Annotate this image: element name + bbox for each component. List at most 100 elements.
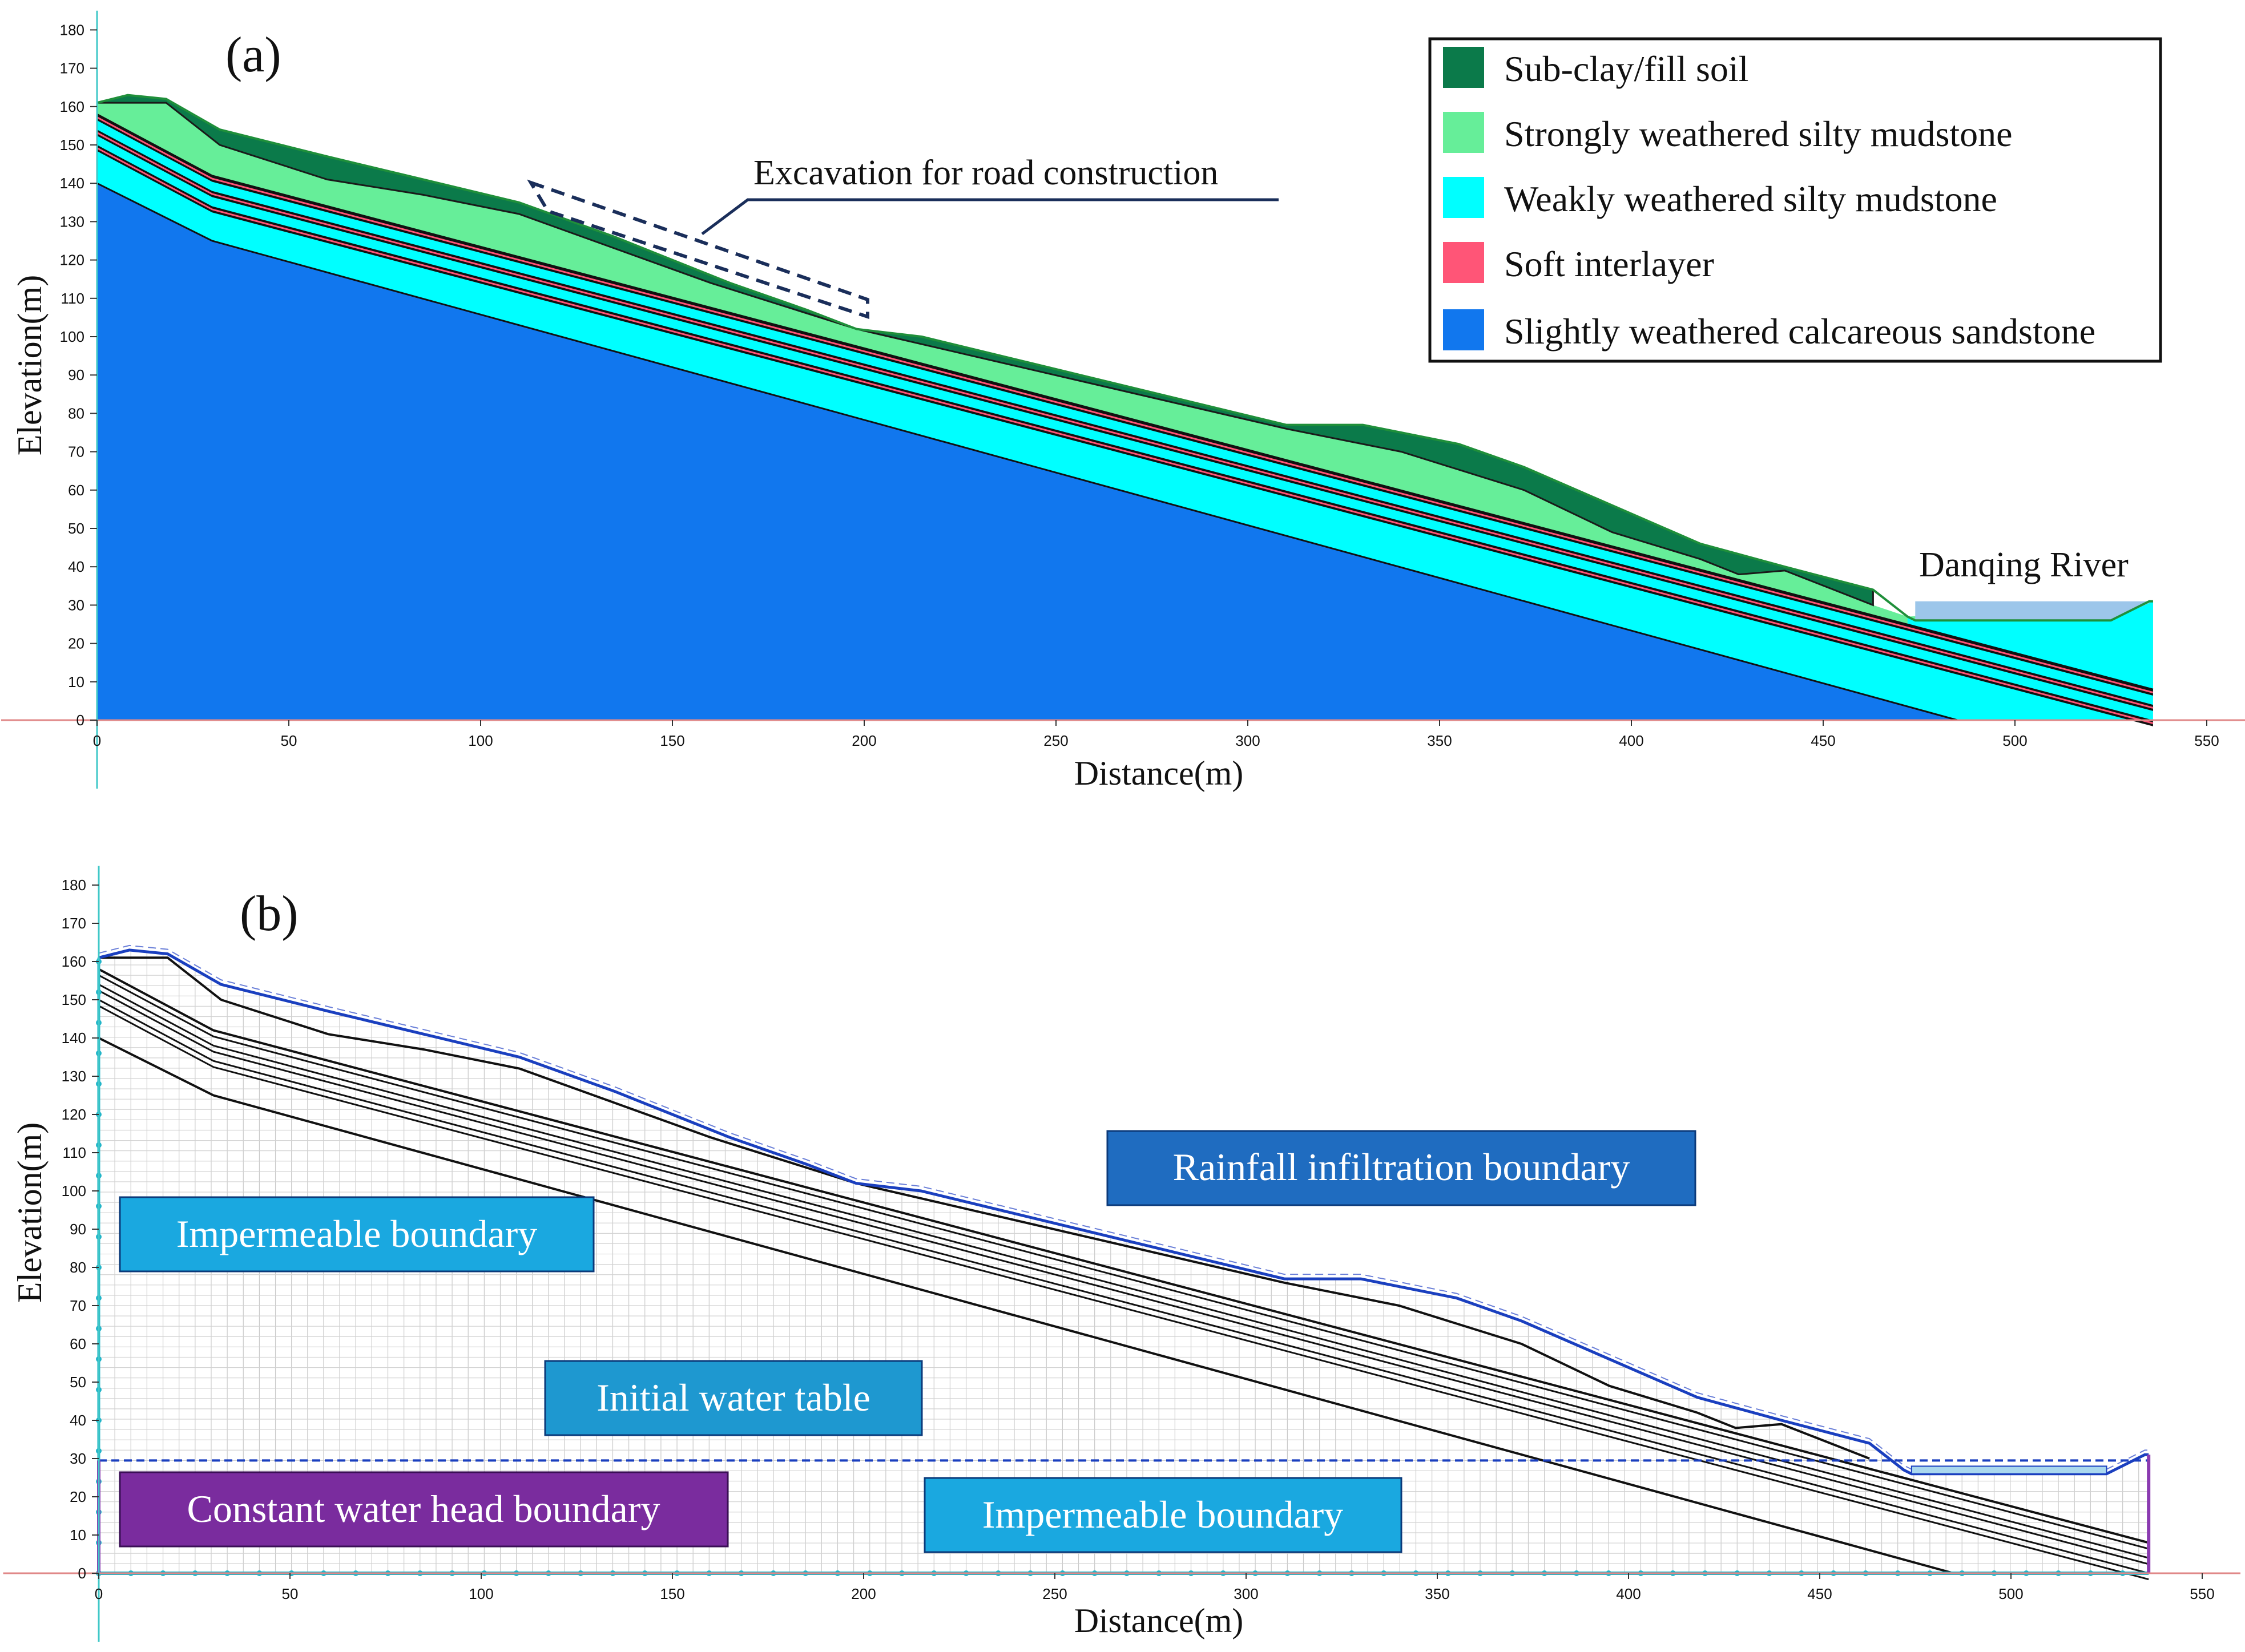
interlayer-core-0 bbox=[96, 116, 2154, 694]
rainfall-boundary-line bbox=[98, 948, 2149, 1476]
legend-swatch-sandstone bbox=[1443, 309, 1484, 350]
impermeable-bottom-text: Impermeable boundary bbox=[982, 1493, 1344, 1536]
panel-b-label: (b) bbox=[240, 886, 299, 942]
layer-strongly-weathered bbox=[97, 103, 2153, 690]
layer-sandstone bbox=[97, 183, 1958, 720]
impermeable-left-label: Impermeable boundary bbox=[119, 1196, 595, 1273]
panel-a-xtick-label: 400 bbox=[1619, 732, 1643, 749]
constant-head-box bbox=[119, 1471, 729, 1548]
panel-a-ytick-label: 0 bbox=[76, 712, 84, 729]
excavation-leader-line bbox=[701, 198, 1279, 235]
legend-box bbox=[1428, 37, 2162, 363]
legend: Sub-clay/fill soil Strongly weathered si… bbox=[1428, 37, 2162, 363]
river-label: Danqing River bbox=[1919, 546, 2129, 584]
panel-b-ytick-label: 170 bbox=[62, 915, 86, 932]
strong-base-line bbox=[96, 113, 2154, 690]
rainfall-boundary-label: Rainfall infiltration boundary bbox=[1106, 1130, 1696, 1206]
panel-a-axes: 0 50 100 150 200 250 300 350 400 450 500 550 0 10 20 30… bbox=[1, 10, 2245, 789]
panel-a-xtick-label: 100 bbox=[468, 732, 493, 749]
panel-b-ytick-label: 60 bbox=[70, 1335, 86, 1352]
panel-a-ytick-label: 60 bbox=[68, 482, 84, 499]
panel-b-xtick-label: 450 bbox=[1807, 1585, 1832, 1602]
panel-b-xtick-label: 300 bbox=[1234, 1585, 1258, 1602]
panel-b-xtick-label: 0 bbox=[95, 1585, 103, 1602]
panel-a-xtick-label: 0 bbox=[93, 732, 101, 749]
impermeable-left-text: Impermeable boundary bbox=[176, 1212, 538, 1255]
rainfall-boundary-box bbox=[1106, 1130, 1696, 1206]
panel-b-xtick-label: 150 bbox=[660, 1585, 684, 1602]
panel-b-ytick-label: 70 bbox=[70, 1297, 86, 1314]
boundary-interlayer-2-1 bbox=[98, 1005, 2149, 1581]
river-bed-rock bbox=[1907, 601, 2153, 690]
panel-b-ytick-label: 110 bbox=[63, 1144, 86, 1161]
panel-b-xtick-label: 550 bbox=[2190, 1585, 2214, 1602]
panel-a-ytick-label: 160 bbox=[60, 98, 84, 115]
panel-b-xtick-label: 50 bbox=[282, 1585, 299, 1602]
layer-weakly-weathered bbox=[97, 114, 2153, 721]
panel-a-ytick-label: 50 bbox=[68, 520, 84, 537]
panel-a-xtick-label: 150 bbox=[660, 732, 684, 749]
panel-b-ytick-label: 0 bbox=[78, 1565, 86, 1582]
panel-b-ytick-label: 10 bbox=[70, 1526, 86, 1544]
legend-label-strongly-weathered: Strongly weathered silty mudstone bbox=[1504, 114, 2013, 154]
river-water bbox=[1915, 601, 2153, 621]
boundary-sandstone-top bbox=[98, 1037, 1954, 1574]
legend-label-weakly-weathered: Weakly weathered silty mudstone bbox=[1504, 179, 1997, 219]
panel-a-ytick-label: 40 bbox=[68, 558, 84, 575]
panel-a-ytick-label: 110 bbox=[61, 290, 84, 307]
panel-a-xlabel: Distance(m) bbox=[1074, 754, 1244, 792]
excavation-annotation: Excavation for road construction bbox=[753, 154, 1218, 192]
panel-b-xtick-label: 250 bbox=[1042, 1585, 1067, 1602]
panel-b-ylabel: Elevation(m) bbox=[11, 1122, 49, 1303]
panel-a-xtick-label: 200 bbox=[852, 732, 876, 749]
panel-a-label: (a) bbox=[225, 27, 281, 83]
panel-b-ytick-label: 90 bbox=[70, 1221, 86, 1238]
panel-a-ytick-label: 170 bbox=[60, 60, 84, 77]
panel-b-ytick-label: 160 bbox=[62, 953, 86, 970]
boundary-interlayer-2-0 bbox=[98, 999, 2149, 1574]
panel-a: 0 50 100 150 200 250 300 350 400 450 500 550 0 10 20 30… bbox=[1, 10, 2245, 792]
panel-a-ytick-label: 180 bbox=[60, 21, 84, 38]
impermeable-bottom-box bbox=[924, 1477, 1402, 1553]
panel-a-xtick-label: 450 bbox=[1811, 732, 1835, 749]
boundary-interlayer-1-0 bbox=[98, 983, 2149, 1559]
panel-b-ytick-label: 30 bbox=[70, 1450, 86, 1467]
water-table-label: Initial water table bbox=[544, 1360, 923, 1436]
panel-b-ytick-label: 20 bbox=[70, 1488, 86, 1505]
panel-a-xtick-label: 500 bbox=[2002, 732, 2027, 749]
panel-b-ytick-label: 120 bbox=[62, 1106, 86, 1123]
panel-a-ytick-label: 120 bbox=[60, 252, 84, 269]
boundary-interlayer-0-0 bbox=[98, 968, 2149, 1544]
legend-swatch-weakly-weathered bbox=[1443, 177, 1484, 218]
panel-a-xtick-label: 250 bbox=[1043, 732, 1068, 749]
panel-a-ytick-label: 80 bbox=[68, 405, 84, 422]
excavation-outline bbox=[527, 179, 869, 320]
panel-b-ytick-label: 180 bbox=[62, 877, 86, 894]
interlayer-core-2 bbox=[96, 147, 2154, 724]
panel-b-ytick-label: 150 bbox=[62, 991, 86, 1008]
constant-head-text: Constant water head boundary bbox=[187, 1487, 660, 1530]
panel-b-ytick-label: 140 bbox=[62, 1029, 86, 1047]
legend-label-sandstone: Slightly weathered calcareous sandstone bbox=[1504, 311, 2095, 352]
panel-b-xtick-label: 500 bbox=[1998, 1585, 2023, 1602]
panel-b-ytick-label: 50 bbox=[70, 1374, 86, 1391]
slope-surface-line bbox=[96, 94, 2153, 622]
panel-a-ylabel: Elevation(m) bbox=[11, 275, 49, 456]
impermeable-bottom-label: Impermeable boundary bbox=[924, 1477, 1402, 1553]
panel-b-xtick-label: 400 bbox=[1616, 1585, 1641, 1602]
legend-label-sub-clay: Sub-clay/fill soil bbox=[1504, 49, 1748, 89]
panel-a-xtick-label: 350 bbox=[1427, 732, 1452, 749]
panel-a-xtick-label: 300 bbox=[1235, 732, 1260, 749]
sandstone-top-line bbox=[96, 182, 1958, 721]
panel-a-xtick-label: 50 bbox=[281, 732, 297, 749]
panel-b-xtick-label: 100 bbox=[469, 1585, 493, 1602]
legend-swatch-strongly-weathered bbox=[1443, 112, 1484, 153]
boundary-interlayer-1-1 bbox=[98, 989, 2149, 1565]
panel-a-ytick-label: 30 bbox=[68, 596, 84, 613]
panel-a-ytick-label: 140 bbox=[60, 175, 84, 192]
panel-b: 0 50 100 150 200 250 300 350 400 450 500 550 0 10 20 30… bbox=[3, 866, 2240, 1642]
panel-a-ytick-label: 10 bbox=[68, 673, 84, 690]
panel-b-ytick-label: 100 bbox=[62, 1182, 86, 1199]
water-table-text: Initial water table bbox=[596, 1376, 870, 1419]
